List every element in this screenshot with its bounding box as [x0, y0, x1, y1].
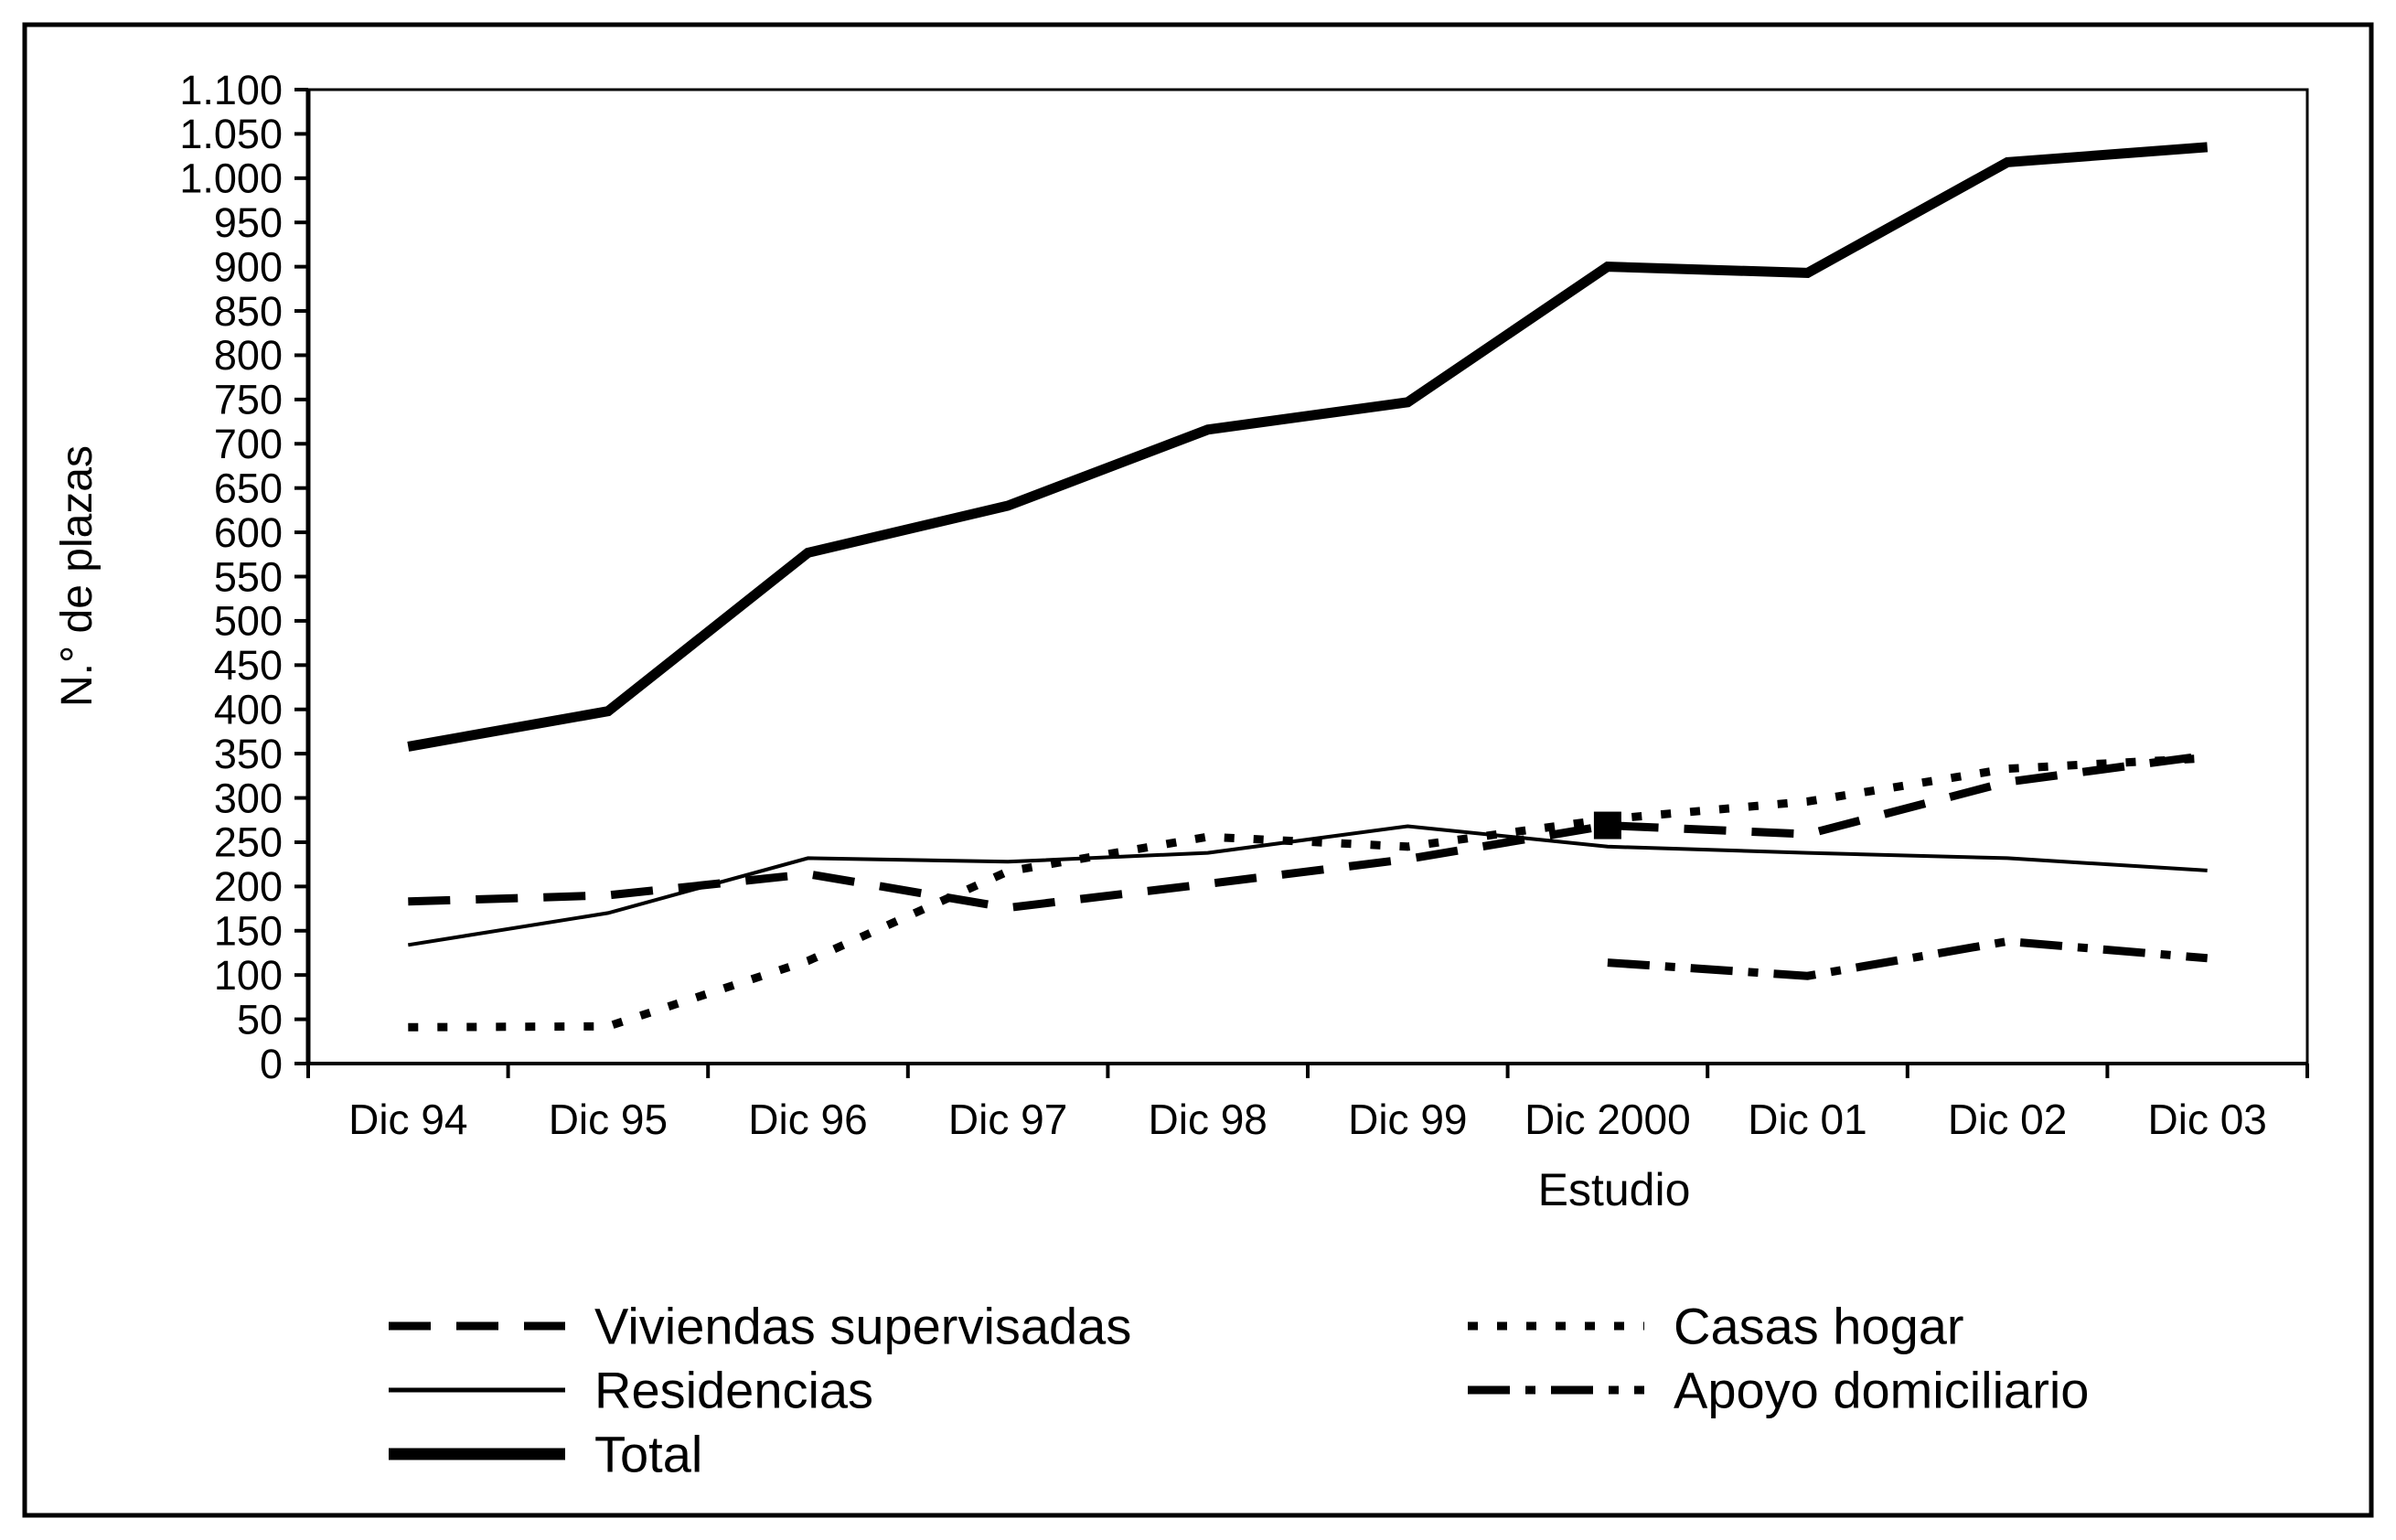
y-axis-tick-label: 650 [214, 465, 283, 511]
y-axis-tick-label: 600 [214, 509, 283, 556]
x-axis-tick-label: Dic 98 [1149, 1096, 1268, 1143]
y-axis-tick-label: 800 [214, 332, 283, 379]
figure-border [22, 22, 2374, 1518]
x-axis-tick-label: Dic 96 [748, 1096, 867, 1143]
y-axis-tick-label: 1.000 [179, 155, 283, 202]
legend-item-total: Total [389, 1426, 702, 1483]
y-axis-tick-label: 750 [214, 377, 283, 423]
x-axis-tick-label: Dic 02 [1948, 1096, 2067, 1143]
legend-label: Viviendas supervisadas [594, 1298, 1131, 1355]
y-axis-tick-label: 350 [214, 731, 283, 777]
x-axis-tick-label: Dic 95 [549, 1096, 668, 1143]
x-axis-tick-label: Dic 94 [348, 1096, 467, 1143]
y-axis-tick-label: 950 [214, 199, 283, 246]
y-axis-tick-label: 50 [237, 996, 283, 1043]
legend-item-apoyo-domiciliario: Apoyo domiciliario [1468, 1362, 2089, 1419]
legend-label: Residencias [594, 1362, 873, 1419]
y-axis-tick-label: 150 [214, 908, 283, 955]
y-axis-tick-label: 200 [214, 863, 283, 910]
x-axis-tick-label: Dic 01 [1748, 1096, 1867, 1143]
x-axis-title: Estudio [1538, 1164, 1691, 1215]
y-axis-tick-label: 550 [214, 553, 283, 600]
y-axis-tick-label: 1.100 [179, 67, 283, 113]
series-line-total [407, 142, 2209, 752]
legend-item-casas-hogar: Casas hogar [1468, 1298, 1964, 1355]
legend-label: Apoyo domiciliario [1674, 1362, 2089, 1419]
legend-label: Casas hogar [1674, 1298, 1964, 1355]
x-axis-tick-label: Dic 97 [948, 1096, 1067, 1143]
y-axis-tick-label: 1.050 [179, 111, 283, 157]
y-axis-tick-label: 450 [214, 642, 283, 689]
y-axis-tick-label: 0 [260, 1041, 283, 1087]
y-axis-title: N.° de plazas [53, 445, 102, 707]
y-axis-tick-label: 900 [214, 243, 283, 290]
series-line-residencias [407, 824, 2208, 947]
x-axis-tick-label: Dic 03 [2148, 1096, 2267, 1143]
legend-label: Total [594, 1426, 702, 1483]
series-line-apoyo-domiciliario [1607, 936, 2209, 980]
y-axis-tick-label: 500 [214, 598, 283, 645]
y-axis-tick-label: 400 [214, 686, 283, 733]
y-axis-tick-label: 100 [214, 952, 283, 999]
series-line-viviendas-supervisadas [408, 751, 2209, 913]
y-axis-tick-label: 850 [214, 288, 283, 335]
legend-item-residencias: Residencias [389, 1362, 873, 1419]
y-axis-tick-label: 700 [214, 421, 283, 467]
y-axis-tick-label: 250 [214, 819, 283, 866]
x-axis-tick-label: Dic 99 [1348, 1096, 1467, 1143]
y-axis-tick-label: 300 [214, 775, 283, 821]
x-axis-tick-label: Dic 2000 [1524, 1096, 1691, 1143]
legend-item-viviendas-supervisadas: Viviendas supervisadas [389, 1298, 1131, 1355]
plot-frame [306, 88, 2309, 1065]
